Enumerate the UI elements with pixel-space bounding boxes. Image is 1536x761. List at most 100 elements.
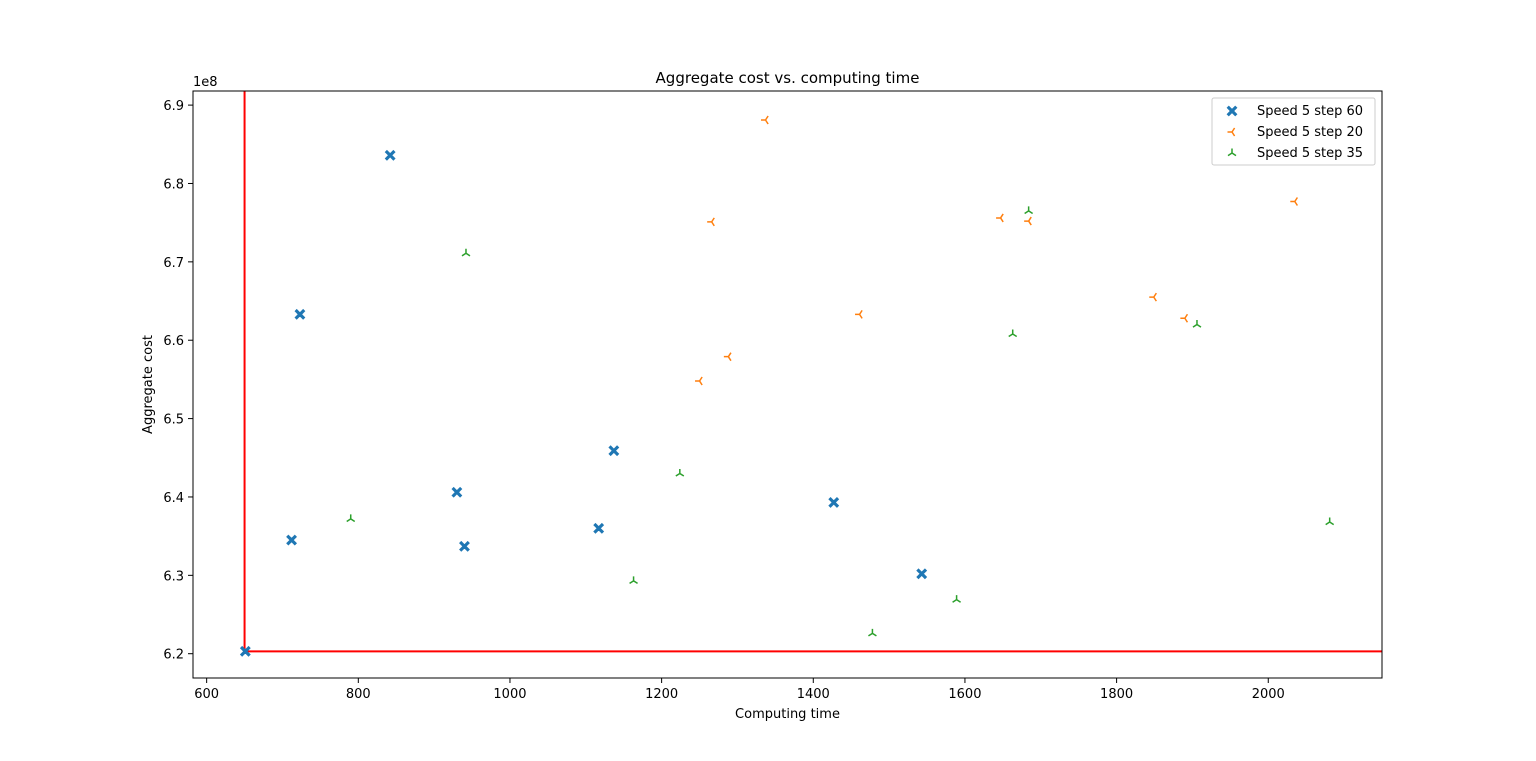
x-axis-label: Computing time <box>735 707 840 722</box>
y-tick-label: 6.2 <box>163 648 184 663</box>
legend-label-series-2: Speed 5 step 20 <box>1257 125 1363 140</box>
data-point-series-2-5 <box>855 309 863 319</box>
data-point-series-1-2 <box>286 534 298 546</box>
marker-tri-up-shape <box>629 576 638 585</box>
data-point-series-1-10 <box>916 568 928 580</box>
x-tick-label: 600 <box>194 687 219 702</box>
legend-markers <box>1226 105 1238 157</box>
marker-tri-up-shape <box>1227 148 1237 157</box>
marker-tri-left-shape <box>1024 216 1032 226</box>
marker-tri-up-shape <box>1325 517 1335 526</box>
data-point-series-2-9 <box>1180 313 1189 323</box>
data-point-series-3-10 <box>1325 517 1335 526</box>
marker-x-shape <box>294 308 306 320</box>
marker-tri-left-shape <box>761 115 769 125</box>
data-point-series-1-9 <box>828 497 840 508</box>
marker-tri-left-shape <box>996 213 1004 223</box>
legend-marker-series-2 <box>1227 127 1236 137</box>
marker-x-shape <box>593 522 605 534</box>
data-point-series-1-6 <box>459 540 470 552</box>
x-tick-label: 1400 <box>797 687 830 702</box>
data-point-series-2-7 <box>1024 216 1032 226</box>
marker-tri-up-shape <box>461 248 471 257</box>
y-axis-ticks: 6.2 6.3 6.4 6.5 6.6 6.7 6.8 6.9 <box>163 99 193 663</box>
x-axis-ticks: 600 800 1000 1200 1400 1600 1800 2000 <box>194 678 1285 702</box>
marker-x-shape <box>451 486 463 498</box>
marker-tri-up-shape <box>868 628 877 637</box>
legend-box <box>1211 97 1376 166</box>
legend-label-series-3: Speed 5 step 35 <box>1257 146 1363 161</box>
data-point-series-2-4 <box>761 115 769 125</box>
y-axis-label: Aggregate cost <box>141 335 156 434</box>
data-point-series-3-7 <box>1008 329 1018 338</box>
marker-tri-up-shape <box>1192 320 1202 328</box>
marker-tri-left-shape <box>695 376 703 386</box>
legend-marker-series-1 <box>1226 105 1238 117</box>
legend: Speed 5 step 60 Speed 5 step 20 Speed 5 … <box>1211 97 1376 166</box>
data-point-series-3-5 <box>868 628 877 637</box>
data-point-series-3-2 <box>461 248 471 257</box>
data-point-series-3-4 <box>675 468 685 477</box>
data-point-series-1-1 <box>239 645 251 657</box>
marker-x-shape <box>384 149 396 161</box>
data-point-series-1-3 <box>294 308 306 320</box>
y-tick-label: 6.7 <box>163 256 184 271</box>
marker-tri-up-shape <box>952 595 962 603</box>
plot-area <box>193 91 1382 678</box>
marker-x-shape <box>828 497 840 508</box>
x-tick-label: 1600 <box>948 687 981 702</box>
data-point-series-1-8 <box>608 445 620 457</box>
data-point-series-1-4 <box>384 149 396 161</box>
legend-label-series-1: Speed 5 step 60 <box>1257 104 1363 119</box>
data-point-series-3-3 <box>629 576 638 585</box>
y-tick-label: 6.9 <box>163 99 184 114</box>
marker-tri-left-shape <box>1290 197 1299 206</box>
marker-x-shape <box>608 445 620 457</box>
x-tick-label: 1200 <box>645 687 678 702</box>
data-point-series-2-10 <box>1290 197 1299 206</box>
x-tick-label: 2000 <box>1252 687 1285 702</box>
y-tick-label: 6.4 <box>163 491 184 506</box>
plot-frame <box>192 90 1383 679</box>
marker-tri-up-shape <box>675 468 685 477</box>
data-point-series-1-5 <box>451 486 463 498</box>
x-tick-label: 800 <box>346 687 371 702</box>
data-point-series-2-1 <box>695 376 703 386</box>
marker-tri-left-shape <box>723 352 732 362</box>
y-tick-label: 6.3 <box>163 569 184 584</box>
reference-lines <box>243 91 1382 653</box>
x-tick-label: 1000 <box>493 687 526 702</box>
marker-x-shape <box>286 534 298 546</box>
y-tick-label: 6.6 <box>163 334 184 349</box>
legend-marker-series-3 <box>1227 148 1237 157</box>
y-offset-text: 1e8 <box>193 75 218 90</box>
marker-tri-left-shape <box>1227 127 1236 137</box>
data-point-series-3-6 <box>952 595 962 603</box>
data-point-series-1-7 <box>593 522 605 534</box>
data-point-series-3-8 <box>1024 206 1034 215</box>
marker-tri-left-shape <box>1149 292 1157 302</box>
data-point-series-2-8 <box>1149 292 1157 302</box>
marker-x-shape <box>239 645 251 657</box>
marker-x-shape <box>916 568 928 580</box>
marker-tri-left-shape <box>855 309 863 319</box>
marker-tri-up-shape <box>1024 206 1034 215</box>
y-tick-label: 6.5 <box>163 413 184 428</box>
data-point-series-2-2 <box>707 217 715 227</box>
chart-title: Aggregate cost vs. computing time <box>656 69 920 87</box>
data-point-series-2-6 <box>996 213 1004 223</box>
marker-tri-left-shape <box>1180 313 1189 323</box>
marker-x-shape <box>459 540 470 552</box>
marker-tri-up-shape <box>346 514 356 523</box>
data-points <box>239 115 1335 657</box>
y-tick-label: 6.8 <box>163 177 184 192</box>
data-point-series-3-1 <box>346 514 356 523</box>
data-point-series-3-9 <box>1192 320 1202 328</box>
marker-tri-left-shape <box>707 217 715 227</box>
marker-tri-up-shape <box>1008 329 1018 338</box>
marker-x-shape <box>1226 105 1238 117</box>
data-point-series-2-3 <box>723 352 732 362</box>
x-tick-label: 1800 <box>1100 687 1133 702</box>
